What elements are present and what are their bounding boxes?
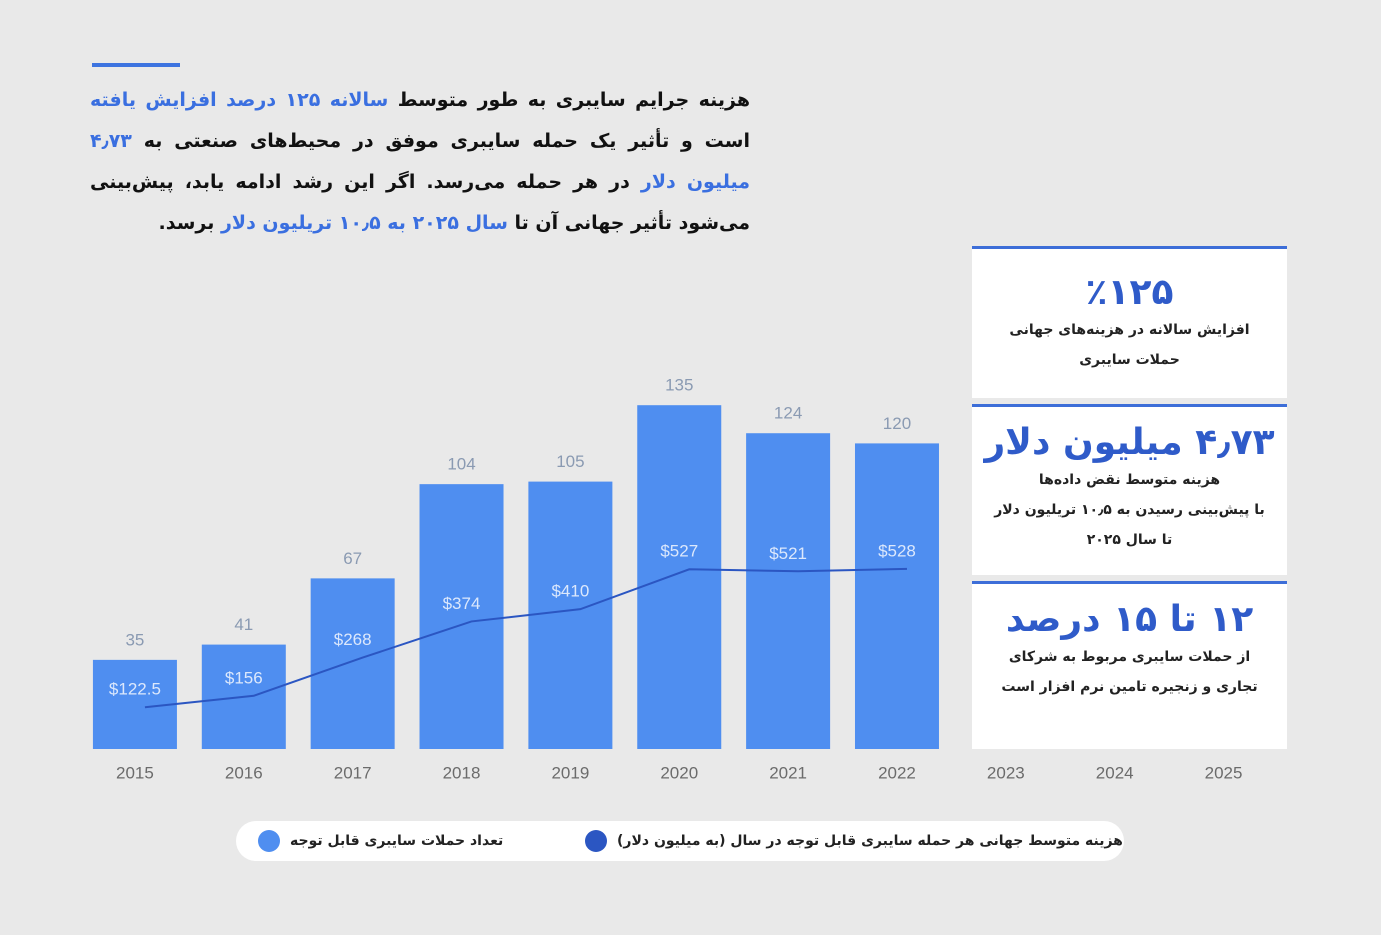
bar-value-label: 124 <box>774 404 802 423</box>
bar-value-label: 35 <box>125 630 144 649</box>
stat-text: تا سال ۲۰۲۵ <box>1086 532 1173 548</box>
line-value-label: $410 <box>551 582 589 601</box>
stat-text: افزایش سالانه در هزینه‌های جهانی <box>1009 322 1250 338</box>
stat-headline: ٪۱۲۵ <box>1085 272 1174 313</box>
line-value-label: $374 <box>443 594 481 613</box>
line-value-label: $527 <box>660 542 698 561</box>
bar <box>746 433 831 749</box>
legend-swatch <box>585 830 607 852</box>
legend: تعداد حملات سایبری قابل توجه هزینه متوسط … <box>236 821 1124 861</box>
legend-label: تعداد حملات سایبری قابل توجه <box>290 833 504 849</box>
accent-line <box>92 63 180 67</box>
intro-text: است و تأثیر یک حمله سایبری موفق در محیط‌… <box>131 130 750 152</box>
highlight-text: سال ۲۰۲۵ به ۱۰٫۵ تریلیون دلار <box>220 212 508 234</box>
bar <box>528 481 613 749</box>
intro-text: در هر حمله می‌رسد. اگر این رشد ادامه یاب… <box>90 171 750 234</box>
x-tick-label: 2021 <box>769 763 807 782</box>
bar <box>637 405 722 749</box>
legend-label: هزینه متوسط جهانی هر حمله سایبری قابل تو… <box>617 833 1123 849</box>
bar-value-label: 120 <box>883 414 911 433</box>
bar <box>310 578 395 749</box>
x-tick-label: 2017 <box>334 763 372 782</box>
stat-headline: ۴٫۷۳ میلیون دلار <box>984 422 1275 463</box>
legend-item: هزینه متوسط جهانی هر حمله سایبری قابل تو… <box>585 821 1123 861</box>
bar-value-label: 67 <box>343 549 362 568</box>
intro-paragraph: هزینه جرایم سایبری به طور متوسط سالانه ۱… <box>90 80 750 244</box>
x-tick-label: 2019 <box>551 763 589 782</box>
highlight-text: ۴٫۷۳ میلیون دلار <box>90 130 750 193</box>
legend-swatch <box>258 830 280 852</box>
line-value-label: $521 <box>769 544 807 563</box>
stat-headline: ۱۲ تا ۱۵ درصد <box>1005 599 1254 640</box>
line-value-label: $528 <box>878 541 916 560</box>
highlight-text: سالانه ۱۲۵ درصد افزایش یافته <box>90 89 389 111</box>
x-tick-label: 2022 <box>878 763 916 782</box>
stat-box: ۴٫۷۳ میلیون دلار هزینه متوسط نقض داده‌ها ب… <box>972 404 1287 575</box>
intro-text: هزینه جرایم سایبری به طور متوسط <box>388 89 750 111</box>
legend-item: تعداد حملات سایبری قابل توجه <box>258 821 503 861</box>
line-value-label: $156 <box>225 668 263 687</box>
bar-value-label: 105 <box>556 452 584 471</box>
x-tick-label: 2025 <box>1205 763 1243 782</box>
stat-text: حملات سایبری <box>1079 352 1180 368</box>
x-tick-label: 2023 <box>987 763 1025 782</box>
stat-box: ۱۲ تا ۱۵ درصد از حملات سایبری مربوط به شر… <box>972 581 1287 749</box>
line-value-label: $268 <box>334 630 372 649</box>
line-value-label: $122.5 <box>109 680 161 699</box>
bar-value-label: 135 <box>665 376 693 395</box>
stat-text: از حملات سایبری مربوط به شرکای <box>1008 649 1251 665</box>
bar <box>854 443 939 749</box>
bar <box>419 484 504 749</box>
stat-text: هزینه متوسط نقض داده‌ها <box>1038 472 1221 488</box>
x-tick-label: 2018 <box>443 763 481 782</box>
x-tick-label: 2020 <box>660 763 698 782</box>
stat-box: ٪۱۲۵ افزایش سالانه در هزینه‌های جهانی حملا… <box>972 246 1287 398</box>
intro-text: برسد. <box>158 212 221 234</box>
bar-value-label: 41 <box>234 615 253 634</box>
x-tick-label: 2016 <box>225 763 263 782</box>
line <box>144 567 907 709</box>
x-tick-label: 2024 <box>1096 763 1134 782</box>
stat-text: با پیش‌بینی رسیدن به ۱۰٫۵ تریلیون دلار <box>994 502 1265 518</box>
x-tick-label: 2015 <box>116 763 154 782</box>
stat-text: تجاری و زنجیره تامین نرم افزار است <box>1001 679 1258 695</box>
bar-value-label: 104 <box>447 455 475 474</box>
